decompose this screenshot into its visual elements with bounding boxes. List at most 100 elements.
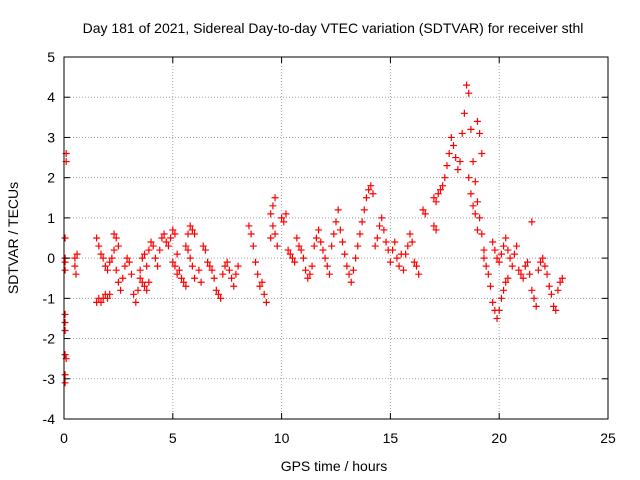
data-point <box>517 270 525 278</box>
data-point <box>471 210 479 218</box>
data-point <box>421 210 429 218</box>
data-point <box>495 258 503 266</box>
data-point <box>280 218 288 226</box>
data-point <box>71 262 79 270</box>
y-tick-label: 5 <box>47 49 55 65</box>
y-tick-label: 3 <box>47 129 55 145</box>
data-point <box>273 242 281 250</box>
data-point <box>360 206 368 214</box>
data-point <box>482 262 490 270</box>
data-point <box>419 206 427 214</box>
data-point <box>552 306 560 314</box>
data-point <box>506 254 514 262</box>
data-point <box>230 282 238 290</box>
data-point <box>61 327 69 335</box>
data-point <box>558 274 566 282</box>
tick-labels: 0 5 10 15 20 25 -4 -3 -2 -1 0 1 2 3 4 5 <box>43 49 616 446</box>
data-point <box>228 274 236 282</box>
data-point <box>380 226 388 234</box>
data-point <box>104 266 112 274</box>
data-point <box>406 230 414 238</box>
data-point <box>260 290 268 298</box>
data-point <box>432 226 440 234</box>
data-point <box>271 194 279 202</box>
data-point <box>61 234 69 242</box>
data-point <box>500 242 508 250</box>
data-point <box>376 222 384 230</box>
data-point <box>254 270 262 278</box>
data-point <box>545 282 553 290</box>
data-point <box>312 234 320 242</box>
data-point <box>214 290 222 298</box>
data-point <box>386 258 394 266</box>
data-point <box>112 234 120 242</box>
data-point <box>510 250 518 258</box>
data-point <box>204 258 212 266</box>
data-point <box>295 242 303 250</box>
data-point <box>162 238 170 246</box>
data-point <box>349 266 357 274</box>
data-point <box>391 238 399 246</box>
data-point <box>180 278 188 286</box>
data-point <box>469 158 477 166</box>
data-point <box>402 250 410 258</box>
chart-title: Day 181 of 2021, Sidereal Day-to-day VTE… <box>83 20 584 36</box>
data-point <box>145 278 153 286</box>
data-point <box>367 182 375 190</box>
data-point <box>497 250 505 258</box>
data-point <box>467 190 475 198</box>
data-point <box>502 234 510 242</box>
data-point <box>61 351 69 359</box>
data-point <box>299 254 307 262</box>
data-point <box>547 290 555 298</box>
data-point <box>247 230 255 238</box>
data-point <box>354 242 362 250</box>
data-point <box>447 133 455 141</box>
data-point <box>484 270 492 278</box>
data-point <box>489 298 497 306</box>
data-point <box>532 302 540 310</box>
y-axis-label: SDTVAR / TECUs <box>5 182 21 294</box>
data-point <box>169 226 177 234</box>
data-point <box>160 230 168 238</box>
data-point <box>278 214 286 222</box>
data-point <box>497 294 505 302</box>
data-point <box>199 242 207 250</box>
data-point <box>245 222 253 230</box>
data-point <box>543 270 551 278</box>
data-point <box>315 226 323 234</box>
x-tick-label: 25 <box>600 430 616 446</box>
data-point <box>523 258 531 266</box>
data-point <box>191 230 199 238</box>
data-point <box>164 242 172 250</box>
data-point <box>473 198 481 206</box>
data-point <box>478 230 486 238</box>
data-point <box>138 278 146 286</box>
data-point <box>147 238 155 246</box>
y-tick-label: -3 <box>43 371 56 387</box>
data-point <box>395 262 403 270</box>
data-point <box>389 246 397 254</box>
y-tick-label: -2 <box>43 331 56 347</box>
data-point <box>127 270 135 278</box>
data-point <box>123 254 131 262</box>
data-point <box>117 286 125 294</box>
x-axis-label: GPS time / hours <box>281 458 388 474</box>
data-point <box>467 125 475 133</box>
data-point <box>258 278 266 286</box>
data-point <box>528 286 536 294</box>
x-tick-label: 0 <box>60 430 68 446</box>
data-point <box>460 109 468 117</box>
data-point <box>221 262 229 270</box>
data-point <box>458 129 466 137</box>
plot-frame <box>63 56 609 420</box>
data-point <box>308 262 316 270</box>
data-point <box>339 238 347 246</box>
data-point <box>330 230 338 238</box>
data-point <box>556 278 564 286</box>
data-point <box>145 246 153 254</box>
data-point <box>317 238 325 246</box>
data-point <box>347 278 355 286</box>
data-point <box>465 89 473 97</box>
data-point <box>358 218 366 226</box>
